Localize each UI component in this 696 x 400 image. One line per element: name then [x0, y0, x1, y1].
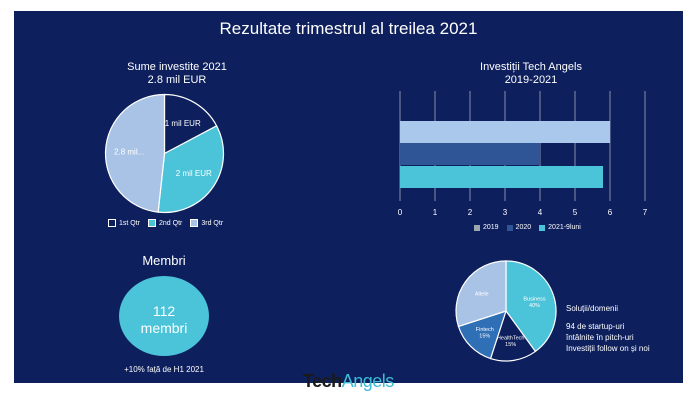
pie1-chart: 1 mil EUR 2 mil EUR 2.8 mil...: [104, 93, 225, 214]
bar-legend-swatch: [539, 224, 546, 231]
pie1-slice-0: [163, 93, 218, 155]
pie1-label-1: 2 mil EUR: [176, 169, 212, 178]
pie1-legend-label: 2nd Qtr: [159, 219, 183, 227]
membri-heading: Membri: [142, 253, 186, 268]
bar-legend-swatch: [474, 224, 480, 231]
bar-tick-label: 5: [573, 208, 578, 217]
bar-tick-label: 3: [503, 208, 508, 217]
pie1-legend-swatch: [190, 219, 199, 227]
bar-tick-label: 6: [608, 208, 613, 217]
bar-subtitle: 2019-2021: [504, 74, 558, 86]
bar-legend: 2019 2020 2021-9luni: [474, 224, 581, 231]
pie3-label-0: Business 40%: [523, 296, 546, 309]
bar-tick-label: 2: [468, 208, 473, 217]
pie1-legend-swatch: [148, 219, 157, 227]
bar-legend-item: 2020: [506, 224, 532, 231]
pie1-label-0: 1 mil EUR: [165, 119, 201, 128]
pie3-chart: Business 40% HealthTech 15%Fintech 15% Altele: [455, 260, 557, 362]
bar-title: Investiții Tech Angels: [480, 61, 582, 73]
pie1-legend-label: 1st Qtr: [119, 219, 141, 227]
pie3-label-3: Altele: [475, 291, 489, 297]
bar-legend-label: 2020: [515, 224, 532, 231]
pie1-legend-label: 3rd Qtr: [201, 219, 224, 227]
pie1-slice-1: [157, 125, 225, 214]
pie1-legend-swatch: [108, 219, 116, 227]
bar-background: [400, 121, 610, 143]
pie1-legend-item: 3rd Qtr: [190, 219, 223, 227]
pie1-label-2: 2.8 mil...: [114, 147, 144, 156]
domenii-line3: Investiții follow on și noi: [566, 344, 650, 353]
slide-title: Rezultate trimestrul al treilea 2021: [219, 19, 478, 38]
pie3-label-2: Fintech 15%: [476, 327, 494, 340]
logo-part2: Angels: [341, 371, 395, 391]
bar-legend-label: 2021-9luni: [548, 224, 581, 231]
pie1-legend-item: 1st Qtr: [108, 219, 140, 227]
bar-tick-label: 7: [643, 208, 648, 217]
slide-background: Rezultate trimestrul al treilea 2021 Sum…: [14, 11, 683, 383]
bar-legend-label: 2019: [483, 224, 499, 231]
bar-2021-9luni: [400, 166, 603, 188]
membri-note: +10% față de H1 2021: [124, 365, 204, 374]
bar-legend-item: 2019: [474, 224, 499, 231]
membri-unit: membri: [140, 320, 188, 336]
pie1-title: Sume investite 2021: [127, 61, 227, 73]
bar-tick-label: 0: [398, 208, 403, 217]
pie1-legend-item: 2nd Qtr: [148, 219, 182, 227]
techangels-logo: TechAngels: [303, 371, 394, 392]
domenii-line2: întâlnite în pitch-uri: [566, 333, 634, 342]
domenii-title: Soluții/domenii: [566, 304, 619, 313]
membri-circle: [119, 276, 209, 356]
membri-count: 112: [152, 303, 176, 319]
bar-tick-label: 1: [433, 208, 438, 217]
pie3-slice-3: [455, 260, 507, 328]
pie3-slice-0: [505, 260, 557, 353]
bar-legend-item: 2021-9luni: [539, 224, 581, 231]
logo-part1: Tech: [303, 371, 342, 391]
pie3-label-1: HealthTech 15%: [497, 335, 525, 348]
bar-2020: [400, 143, 540, 165]
pie1-subtitle: 2.8 mil EUR: [147, 74, 207, 86]
bar-tick-label: 4: [538, 208, 543, 217]
pie1-legend: 1st Qtr 2nd Qtr 3rd Qtr: [108, 219, 223, 227]
bar-legend-swatch: [506, 224, 513, 231]
bar-chart: 0 1 2 3 4 5 6 7: [398, 91, 648, 217]
domenii-line1: 94 de startup-uri: [566, 322, 625, 331]
pie1-slice-2: [104, 93, 166, 213]
